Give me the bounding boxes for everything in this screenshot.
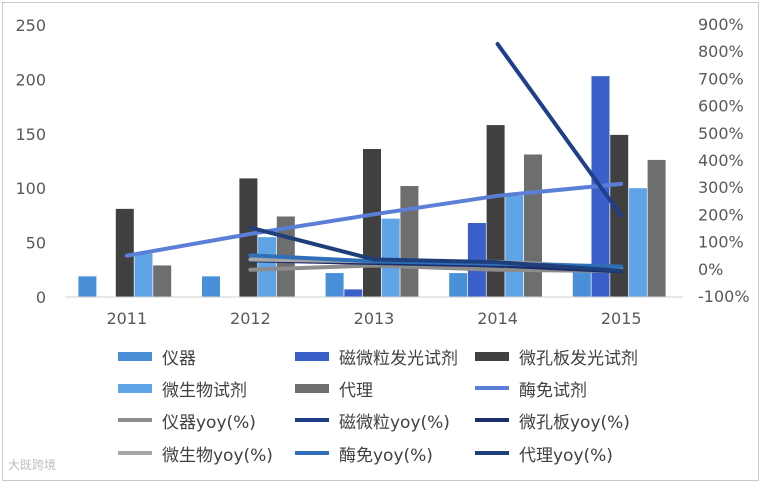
legend-swatch [118, 451, 152, 455]
line-series [124, 42, 624, 274]
legend-swatch [118, 351, 152, 361]
legend-item: 微生物yoy(%) [118, 441, 273, 466]
left-axis-ticks: 0 50 100 150 200 250 [15, 16, 46, 307]
right-tick-label: 200% [698, 205, 744, 224]
legend-swatch [475, 451, 509, 455]
right-tick-label: 800% [698, 42, 744, 61]
bar [239, 178, 258, 297]
x-axis-ticks: 2011 2012 2013 2014 2015 [106, 309, 641, 328]
legend-item: 磁微粒yoy(%) [295, 408, 450, 433]
left-tick-label: 100 [15, 179, 46, 198]
legend-item: 酶免试剂 [475, 376, 587, 401]
series-line [248, 225, 624, 273]
right-tick-label: 100% [698, 233, 744, 252]
legend-swatch [295, 451, 329, 455]
right-tick-label: 400% [698, 151, 744, 170]
legend-swatch [475, 418, 509, 422]
right-tick-label: 500% [698, 124, 744, 143]
series-line [495, 42, 624, 218]
bar [134, 253, 153, 297]
legend-item: 代理yoy(%) [475, 441, 613, 466]
watermark: 大既跨境 [8, 458, 57, 472]
legend-swatch [475, 386, 509, 390]
right-tick-label: 900% [698, 15, 744, 34]
legend-swatch [118, 418, 152, 422]
left-tick-label: 200 [15, 70, 46, 89]
series-line [248, 263, 624, 274]
bar [258, 237, 277, 297]
legend-item: 仪器yoy(%) [118, 408, 256, 433]
right-tick-label: 600% [698, 97, 744, 116]
bar [486, 125, 505, 297]
legend-label: 微孔板yoy(%) [519, 412, 630, 433]
bar [344, 289, 363, 297]
legend-label: 仪器yoy(%) [162, 412, 256, 433]
legend-label: 代理 [339, 380, 373, 401]
x-tick-label: 2015 [601, 309, 642, 328]
right-tick-label: 700% [698, 69, 744, 88]
bar [115, 208, 134, 297]
legend-swatch [295, 418, 329, 422]
bar [572, 270, 591, 297]
right-tick-label: 0% [698, 260, 723, 279]
legend-swatch [475, 351, 509, 361]
right-axis-ticks: -100% 0% 100% 200% 300% 400% 500% 600% 700% 800% 9… [698, 15, 750, 306]
legend-label: 微生物yoy(%) [162, 445, 273, 466]
legend-label: 磁微粒yoy(%) [339, 412, 450, 433]
legend-label: 酶免yoy(%) [339, 445, 433, 466]
legend-swatch [295, 351, 329, 361]
legend-item: 微孔板发光试剂 [475, 344, 638, 369]
legend-label: 磁微粒发光试剂 [339, 348, 458, 369]
left-tick-label: 50 [26, 234, 46, 253]
x-tick-label: 2014 [477, 309, 518, 328]
x-tick-label: 2012 [230, 309, 271, 328]
legend-swatch [118, 383, 152, 393]
bar [628, 188, 647, 297]
bar [78, 276, 97, 297]
x-tick-label: 2013 [354, 309, 395, 328]
legend-item: 磁微粒发光试剂 [295, 344, 458, 369]
bar [449, 273, 468, 297]
left-tick-label: 0 [36, 288, 46, 307]
legend-label: 酶免试剂 [519, 380, 587, 401]
right-tick-label: 300% [698, 178, 744, 197]
legend-item: 酶免yoy(%) [295, 441, 433, 466]
bar [647, 159, 666, 297]
bar [325, 273, 344, 297]
right-tick-label: -100% [698, 287, 750, 306]
legend-item: 仪器 [118, 344, 196, 369]
left-tick-label: 250 [15, 16, 46, 35]
series-line [124, 181, 624, 258]
legend-item: 代理 [295, 376, 373, 401]
x-tick-label: 2011 [106, 309, 147, 328]
legend-swatch [295, 383, 329, 393]
bar [400, 186, 419, 297]
left-tick-label: 150 [15, 125, 46, 144]
legend-label: 代理yoy(%) [519, 445, 613, 466]
bar [153, 265, 172, 297]
legend-label: 微生物试剂 [162, 380, 247, 401]
legend-item: 微生物试剂 [118, 376, 247, 401]
legend-label: 仪器 [162, 348, 196, 369]
bar [202, 276, 220, 297]
legend-label: 微孔板发光试剂 [519, 348, 638, 369]
legend-item: 微孔板yoy(%) [475, 408, 630, 433]
